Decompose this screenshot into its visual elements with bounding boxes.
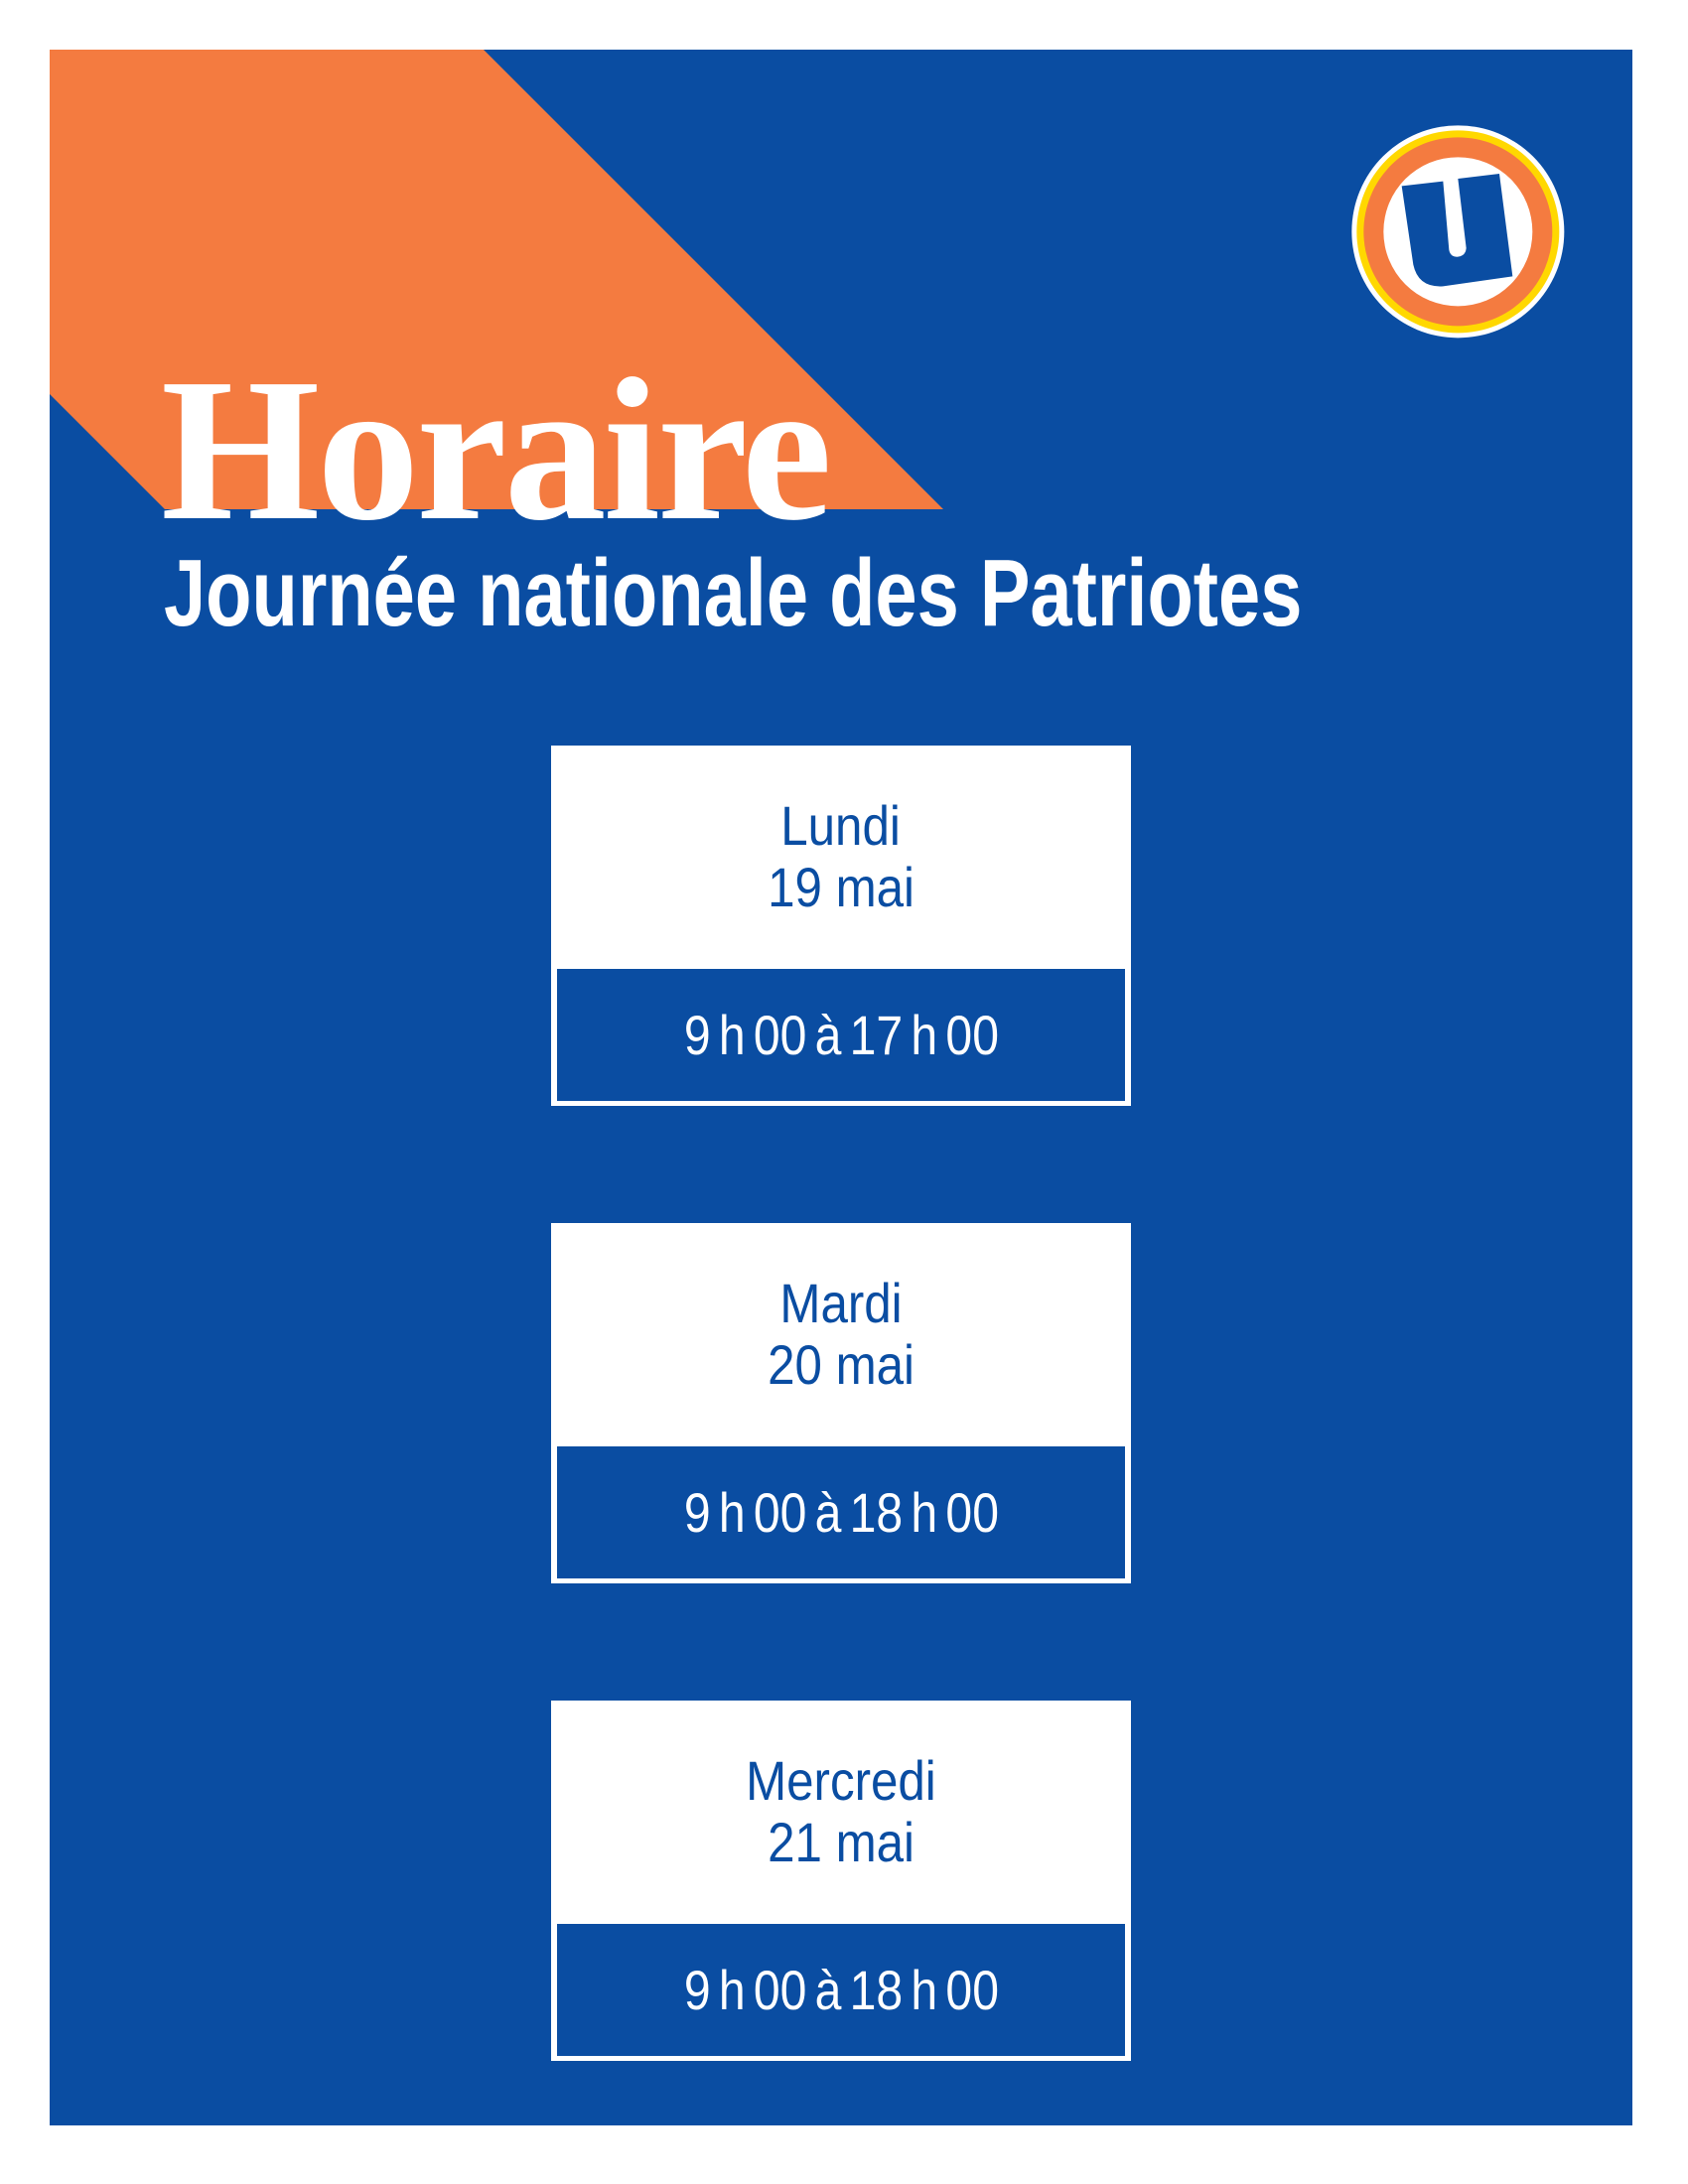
date-label: 20 mai <box>768 1333 914 1396</box>
orange-diagonal-band <box>50 50 943 509</box>
hours-label: 9 h 00 à 18 h 00 <box>683 1481 999 1544</box>
day-label: Mardi <box>779 1272 903 1334</box>
schedule-card-tuesday: Mardi 20 mai 9 h 00 à 18 h 00 <box>551 1223 1131 1583</box>
schedule-card-monday: Lundi 19 mai 9 h 00 à 17 h 00 <box>551 746 1131 1106</box>
page-subtitle: Journée nationale des Patriotes <box>164 540 1303 646</box>
hours-bar: 9 h 00 à 17 h 00 <box>557 969 1125 1101</box>
hours-bar: 9 h 00 à 18 h 00 <box>557 1446 1125 1578</box>
page-title: Horaire <box>161 336 832 563</box>
day-label: Mercredi <box>746 1749 936 1812</box>
schedule-card-wednesday: Mercredi 21 mai 9 h 00 à 18 h 00 <box>551 1701 1131 2061</box>
hours-bar: 9 h 00 à 18 h 00 <box>557 1924 1125 2056</box>
hours-label: 9 h 00 à 17 h 00 <box>683 1004 999 1066</box>
date-label: 19 mai <box>768 856 914 918</box>
day-label: Lundi <box>780 794 902 857</box>
hours-label: 9 h 00 à 18 h 00 <box>683 1959 999 2021</box>
u-logo-icon <box>1351 125 1565 339</box>
date-label: 21 mai <box>768 1811 914 1873</box>
poster-panel: Horaire Journée nationale des Patriotes … <box>50 50 1632 2125</box>
